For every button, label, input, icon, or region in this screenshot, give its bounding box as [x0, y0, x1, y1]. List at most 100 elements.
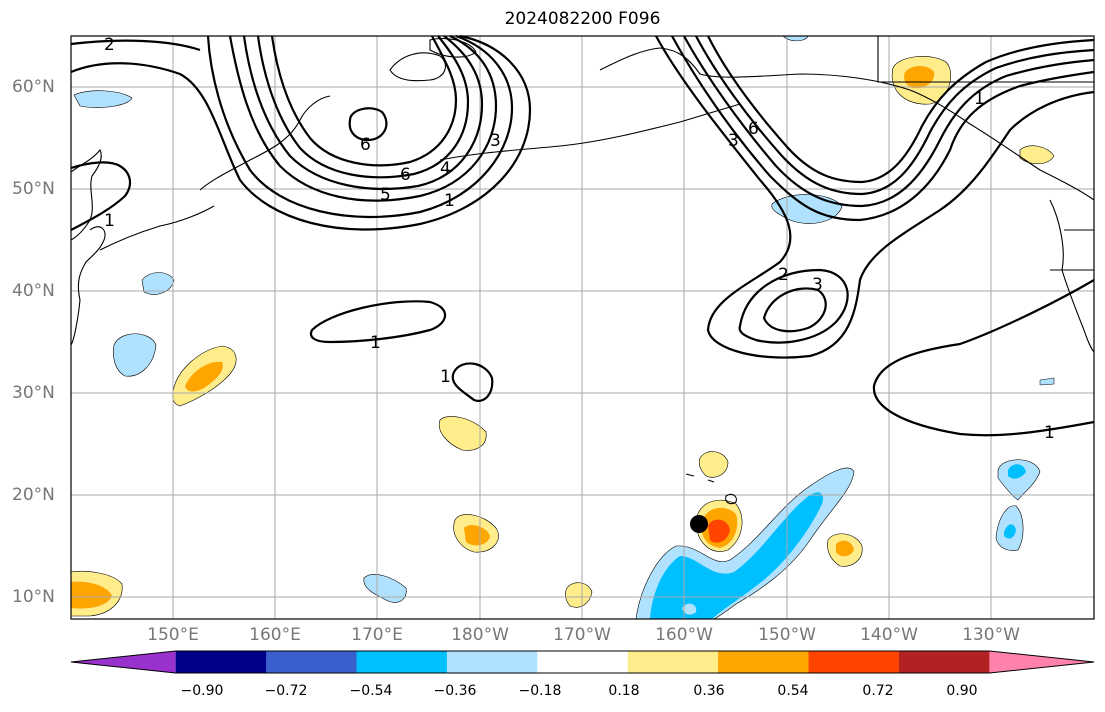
- coastline-hawaii: [725, 493, 737, 505]
- contour-label: 6: [748, 119, 759, 139]
- storm-position-marker: [690, 515, 708, 533]
- colorbar-segment: [718, 651, 810, 673]
- colorbar-tick-label: −0.72: [264, 683, 308, 699]
- contour-line: [70, 161, 132, 231]
- shade-orange: [464, 525, 490, 546]
- contour-line: [762, 287, 827, 333]
- shade-orange: [836, 540, 854, 557]
- colorbar-tick-label: −0.18: [518, 683, 562, 699]
- colorbar-segment: [266, 651, 357, 673]
- contour-label: 2: [778, 265, 789, 285]
- shade-light-blue: [73, 90, 133, 108]
- contour-label: 6: [360, 135, 371, 155]
- contour-label: 3: [490, 131, 501, 151]
- colorbar-tick-label: 0.18: [608, 683, 640, 699]
- colorbar-outline: [70, 650, 1095, 674]
- lon-label: 170°W: [553, 625, 611, 645]
- coastline-kamchatka: [199, 95, 331, 191]
- colorbar-segment: [537, 651, 629, 673]
- lat-label: 10°N: [12, 587, 55, 607]
- contour-labels: 2 6 5 6 4 3 1 1 6 3 2 3 1 1 1 1: [104, 35, 1055, 443]
- colorbar-segment: [627, 651, 719, 673]
- shade-light-blue: [113, 333, 157, 377]
- colorbar-tick-label: 0.90: [946, 683, 978, 699]
- coastline-hawaii: [685, 473, 695, 477]
- coastline-aleutians: [439, 103, 741, 161]
- shade-light-blue: [1039, 377, 1055, 386]
- shade-yellow: [565, 582, 593, 608]
- coastlines: [70, 36, 1095, 505]
- lat-label: 50°N: [12, 179, 55, 199]
- contour-line: [256, 35, 470, 179]
- lon-label: 150°E: [147, 625, 199, 645]
- contour-label: 6: [400, 165, 411, 185]
- colorbar-segment: [356, 651, 448, 673]
- colorbar-segment: [446, 651, 538, 673]
- shade-red-orange: [708, 519, 730, 543]
- contour-line: [671, 35, 1095, 222]
- contour-line: [451, 362, 494, 402]
- contour-label: 1: [444, 191, 455, 211]
- contour-label: 5: [380, 185, 391, 205]
- coastline-asia: [70, 148, 102, 241]
- colorbar-segment: [175, 651, 267, 673]
- lon-label: 150°W: [758, 625, 816, 645]
- shade-yellow: [698, 451, 729, 478]
- contour-line: [695, 35, 1095, 196]
- contours: [70, 34, 1095, 437]
- coastline-hawaii: [707, 479, 715, 483]
- colorbar-tick-label: −0.54: [349, 683, 393, 699]
- shade-orange: [904, 66, 935, 89]
- lon-label: 180°W: [451, 625, 509, 645]
- shade-blue: [1004, 524, 1016, 539]
- contour-label: 1: [370, 333, 381, 353]
- coastline-bering: [429, 37, 477, 58]
- contour-line: [872, 279, 1095, 437]
- coastline-alaska: [599, 47, 1095, 201]
- contour-label: 3: [728, 131, 739, 151]
- colorbar-tick-label: −0.36: [433, 683, 477, 699]
- shade-light-blue: [682, 603, 697, 615]
- contour-label: 1: [104, 211, 115, 231]
- lat-label: 30°N: [12, 383, 55, 403]
- contour-line: [683, 35, 1095, 208]
- contour-line: [348, 107, 388, 142]
- shade-light-blue: [771, 194, 843, 224]
- coastline-japan: [70, 226, 106, 346]
- shade-blue: [650, 492, 824, 619]
- contour-label: 1: [1044, 423, 1055, 443]
- colorbar-extend-low: [71, 651, 176, 673]
- contour-line: [309, 300, 447, 344]
- colorbar: [70, 650, 1095, 674]
- contour-line: [70, 39, 201, 52]
- colorbar-tick-label: −0.90: [180, 683, 224, 699]
- lon-label: 160°W: [655, 625, 713, 645]
- contour-line: [655, 35, 1095, 359]
- coastline-kuril: [99, 205, 215, 251]
- contour-line: [206, 34, 514, 219]
- map-title: 2024082200 F096: [504, 9, 661, 29]
- coastline-north-america: [1049, 199, 1095, 353]
- contour-label: 3: [812, 275, 823, 295]
- contour-label: 2: [104, 35, 115, 55]
- colorbar-segment: [808, 651, 900, 673]
- colorbar-tick-label: 0.72: [862, 683, 894, 699]
- lon-label: 130°W: [962, 625, 1020, 645]
- lon-label: 140°W: [860, 625, 918, 645]
- contour-label: 4: [440, 159, 451, 179]
- contour-line: [70, 34, 532, 231]
- lon-label: 160°E: [249, 625, 301, 645]
- lat-label: 20°N: [12, 485, 55, 505]
- shaded-regions: [70, 35, 1055, 620]
- contour-label: 1: [974, 89, 985, 109]
- contour-line: [738, 268, 849, 344]
- colorbar-segment: [898, 651, 990, 673]
- contour-label: 1: [440, 367, 451, 387]
- colorbar-tick-label: 0.36: [693, 683, 725, 699]
- shade-light-blue: [141, 272, 175, 295]
- contour-line: [228, 35, 498, 202]
- contour-line: [242, 35, 484, 191]
- lat-label: 40°N: [12, 281, 55, 301]
- colorbar-tick-label: 0.54: [777, 683, 809, 699]
